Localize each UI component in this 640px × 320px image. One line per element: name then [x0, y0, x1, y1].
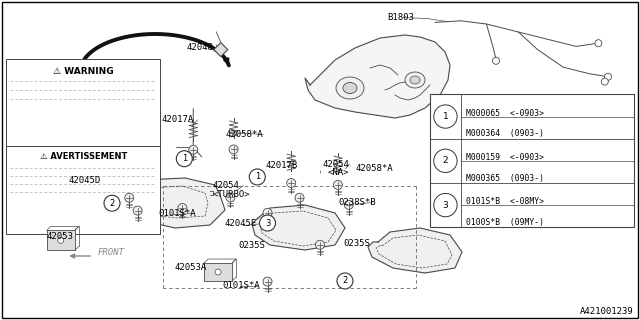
Text: 2: 2: [443, 156, 448, 165]
Circle shape: [104, 195, 120, 211]
Text: 42054: 42054: [323, 160, 349, 169]
Polygon shape: [252, 205, 345, 250]
Circle shape: [434, 105, 457, 128]
Polygon shape: [214, 43, 228, 57]
Text: 42048: 42048: [187, 43, 214, 52]
Circle shape: [602, 78, 608, 85]
Text: 42045E: 42045E: [225, 220, 257, 228]
Ellipse shape: [336, 77, 364, 99]
Circle shape: [493, 57, 499, 64]
Text: 2: 2: [109, 199, 115, 208]
Text: 0238S*B: 0238S*B: [338, 198, 376, 207]
Ellipse shape: [410, 76, 420, 84]
Bar: [47, 230, 75, 250]
Bar: [430, 94, 634, 227]
Text: 1: 1: [255, 172, 260, 181]
Polygon shape: [368, 228, 462, 273]
Text: 42058*A: 42058*A: [355, 164, 393, 173]
Bar: [6, 59, 160, 234]
Text: M000065  <-0903>: M000065 <-0903>: [466, 108, 544, 117]
Text: 42053A: 42053A: [174, 263, 206, 272]
Circle shape: [344, 200, 353, 209]
Circle shape: [287, 179, 296, 188]
Circle shape: [337, 273, 353, 289]
Circle shape: [434, 193, 457, 217]
Circle shape: [226, 193, 235, 202]
Circle shape: [263, 208, 272, 217]
Circle shape: [177, 151, 192, 167]
Circle shape: [263, 277, 272, 286]
Text: ⚠ AVERTISSEMENT: ⚠ AVERTISSEMENT: [40, 152, 127, 161]
Text: 3: 3: [265, 219, 270, 228]
Text: 0100S*B  (09MY-): 0100S*B (09MY-): [466, 218, 544, 227]
Circle shape: [333, 180, 342, 189]
Text: 42053: 42053: [46, 232, 73, 241]
Circle shape: [316, 240, 324, 249]
Text: 42058*A: 42058*A: [225, 130, 263, 139]
Text: 3: 3: [443, 201, 448, 210]
Text: B1803: B1803: [387, 13, 414, 22]
Text: 0101S*A: 0101S*A: [159, 209, 196, 218]
Text: 42017B: 42017B: [266, 161, 298, 170]
Text: 1: 1: [443, 112, 448, 121]
Polygon shape: [522, 163, 582, 205]
Polygon shape: [120, 178, 225, 228]
Text: <TURBO>: <TURBO>: [212, 190, 250, 199]
Text: 42017A: 42017A: [161, 116, 193, 124]
Text: M000364  (0903-): M000364 (0903-): [466, 129, 544, 138]
Text: FRONT: FRONT: [97, 248, 124, 257]
Text: 0101S*B  <-08MY>: 0101S*B <-08MY>: [466, 197, 544, 206]
Circle shape: [260, 215, 275, 231]
Circle shape: [178, 204, 187, 212]
Text: A421001239: A421001239: [580, 307, 634, 316]
Circle shape: [215, 269, 221, 275]
Text: 1: 1: [182, 154, 187, 163]
Text: <NA>: <NA>: [328, 168, 349, 177]
Text: 42054: 42054: [212, 181, 239, 190]
Text: 42045D: 42045D: [68, 176, 100, 185]
Bar: [204, 263, 232, 281]
Text: M000365  (0903-): M000365 (0903-): [466, 174, 544, 183]
Circle shape: [295, 193, 304, 202]
Circle shape: [595, 40, 602, 47]
Polygon shape: [305, 35, 450, 118]
Circle shape: [189, 145, 198, 154]
Ellipse shape: [405, 72, 425, 88]
Text: 2: 2: [342, 276, 348, 285]
Circle shape: [250, 169, 266, 185]
Circle shape: [229, 145, 238, 154]
Circle shape: [58, 237, 64, 244]
Circle shape: [434, 149, 457, 172]
Text: 0235S: 0235S: [343, 239, 370, 248]
Text: M000159  <-0903>: M000159 <-0903>: [466, 153, 544, 162]
Circle shape: [133, 206, 142, 215]
Ellipse shape: [343, 83, 357, 93]
Text: 0235S: 0235S: [239, 241, 266, 250]
Circle shape: [605, 73, 611, 80]
Text: ⚠ WARNING: ⚠ WARNING: [53, 67, 113, 76]
Text: 0101S*A: 0101S*A: [223, 281, 260, 290]
Circle shape: [125, 193, 134, 202]
